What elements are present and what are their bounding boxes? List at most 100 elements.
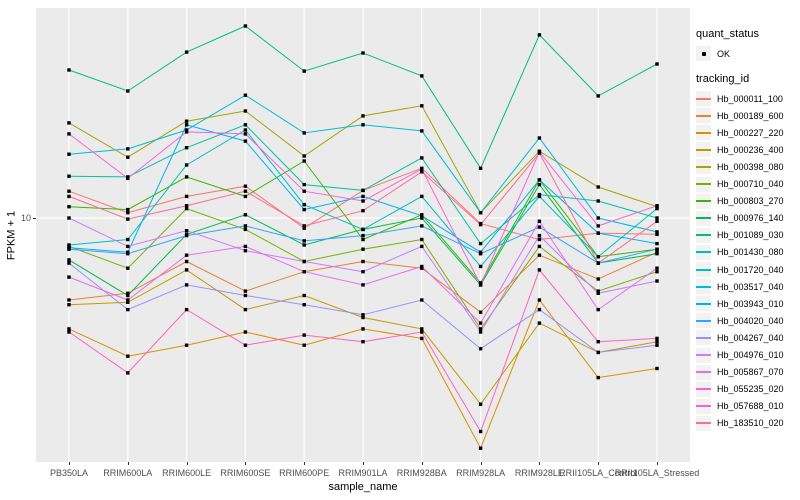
- data-point: [361, 270, 365, 274]
- data-point: [184, 283, 189, 287]
- legend-item-label: Hb_000976_140: [717, 213, 784, 224]
- data-point: [243, 330, 248, 334]
- line-swatch-icon: [696, 97, 711, 100]
- data-point: [126, 266, 130, 270]
- data-point: [596, 255, 600, 259]
- legend-item-ok: OK: [696, 46, 800, 61]
- data-point: [361, 199, 365, 203]
- x-tick-mark: [421, 462, 423, 465]
- legend-item: Hb_003517_040: [696, 279, 800, 295]
- data-point: [420, 214, 424, 218]
- data-point: [361, 194, 365, 199]
- data-point: [596, 291, 600, 295]
- data-point: [478, 241, 483, 246]
- x-tick-mark: [598, 462, 600, 465]
- line-swatch-icon: [696, 354, 711, 356]
- line-swatch-icon: [696, 217, 711, 220]
- legend-item-label: Hb_001720_040: [717, 264, 784, 275]
- data-point: [67, 303, 71, 307]
- data-point: [184, 253, 189, 257]
- data-point: [361, 114, 365, 118]
- legend-key-swatch: [696, 330, 711, 346]
- data-point: [420, 336, 424, 341]
- data-point: [126, 89, 130, 93]
- line-swatch-icon: [696, 268, 711, 271]
- data-point: [302, 69, 306, 73]
- legend-key-swatch: [696, 398, 711, 414]
- data-point: [655, 216, 659, 220]
- data-point: [302, 259, 306, 264]
- legend-key-point: [696, 46, 711, 61]
- legend-item-label: Hb_001089_030: [717, 230, 784, 241]
- data-point: [361, 283, 365, 287]
- line-swatch-icon: [696, 251, 711, 254]
- legend-key-swatch: [696, 381, 711, 397]
- data-point: [243, 93, 248, 97]
- data-point: [596, 277, 600, 281]
- legend-item: Hb_055235_020: [696, 381, 800, 397]
- data-point: [420, 74, 424, 78]
- data-point: [420, 244, 424, 249]
- data-point: [537, 253, 542, 257]
- x-tick-label: RRIM600LA: [103, 468, 153, 478]
- x-tick-mark: [245, 462, 247, 465]
- data-point: [126, 252, 130, 256]
- line-swatch-icon: [696, 148, 711, 151]
- data-point: [478, 347, 483, 351]
- legend-key-swatch: [696, 296, 711, 312]
- data-point: [420, 156, 424, 160]
- line-swatch-icon: [696, 234, 711, 237]
- legend-item-label: Hb_000398_080: [717, 161, 784, 172]
- plot-panel: [36, 8, 690, 462]
- data-point: [67, 258, 71, 262]
- legend-item-label: Hb_000011_100: [717, 93, 783, 104]
- legend-key-swatch: [696, 159, 711, 175]
- legend-item-label: Hb_003943_010: [717, 298, 784, 309]
- data-point: [596, 94, 600, 98]
- data-point: [243, 244, 248, 249]
- data-point: [67, 243, 71, 247]
- data-point: [361, 247, 365, 251]
- data-point: [655, 366, 659, 371]
- data-point: [655, 336, 659, 341]
- data-point: [126, 244, 130, 249]
- x-tick-mark: [69, 462, 70, 465]
- data-point: [537, 178, 542, 182]
- data-point: [243, 224, 248, 228]
- legend-key-swatch: [696, 415, 711, 431]
- data-point: [126, 211, 130, 215]
- data-point: [478, 281, 483, 285]
- data-point: [243, 194, 248, 199]
- x-tick-label: RRIM928LA: [456, 468, 506, 478]
- data-point: [596, 350, 600, 355]
- data-point: [596, 224, 600, 228]
- legend-item: Hb_004020_040: [696, 313, 800, 329]
- data-point: [420, 167, 424, 171]
- data-point: [655, 206, 659, 211]
- data-point: [596, 289, 600, 293]
- data-point: [537, 219, 542, 223]
- legend-item: Hb_001720_040: [696, 262, 800, 278]
- data-point: [302, 182, 306, 187]
- data-point: [184, 130, 189, 134]
- line-swatch-icon: [696, 114, 711, 117]
- y-tick-mark: [33, 217, 36, 219]
- legend-key-swatch: [696, 142, 711, 158]
- data-point: [67, 174, 71, 178]
- data-point: [478, 264, 483, 269]
- data-point: [478, 223, 483, 227]
- data-point: [243, 343, 248, 347]
- data-point: [243, 307, 248, 312]
- legend-item: Hb_000011_100: [696, 91, 800, 107]
- data-point: [596, 199, 600, 203]
- legend-key-swatch: [696, 313, 711, 329]
- data-point: [302, 189, 306, 193]
- legend-item-label: Hb_004267_040: [717, 332, 784, 343]
- data-point: [184, 119, 189, 123]
- data-point: [126, 307, 130, 312]
- legend-item-label: Hb_183510_020: [717, 418, 784, 429]
- data-point: [361, 259, 365, 264]
- y-axis-title: FPKM + 1: [5, 210, 18, 261]
- data-point: [478, 330, 483, 334]
- data-point: [302, 226, 306, 230]
